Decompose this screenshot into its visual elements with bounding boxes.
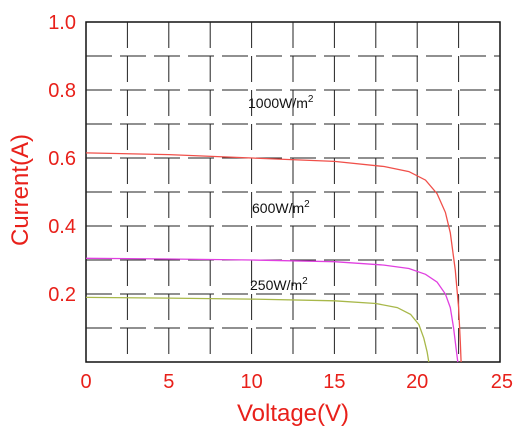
series-label-1: 600W/m2 bbox=[252, 199, 310, 216]
x-tick-label: 0 bbox=[80, 371, 91, 393]
y-axis-title: Current(A) bbox=[7, 134, 34, 246]
x-tick-label: 10 bbox=[240, 371, 262, 393]
series-curves bbox=[85, 152, 462, 363]
series-labels: 1000W/m2 600W/m2 250W/m2 bbox=[248, 94, 314, 293]
x-tick-label: 25 bbox=[491, 371, 513, 393]
y-tick-label: 0.2 bbox=[48, 284, 76, 306]
x-tick-label: 20 bbox=[406, 371, 428, 393]
grid bbox=[86, 22, 500, 362]
y-axis-ticks: 1.0 0.8 0.6 0.4 0.2 bbox=[48, 12, 76, 306]
series-line-1 bbox=[85, 257, 459, 363]
series-line-0 bbox=[85, 152, 462, 363]
y-tick-label: 0.4 bbox=[48, 216, 76, 238]
series-label-0: 1000W/m2 bbox=[248, 94, 314, 111]
y-tick-label: 1.0 bbox=[48, 12, 76, 34]
plot-area: 1000W/m2 600W/m2 250W/m2 bbox=[85, 21, 501, 363]
series-label-2: 250W/m2 bbox=[250, 276, 308, 293]
x-tick-label: 5 bbox=[163, 371, 174, 393]
x-axis-title: Voltage(V) bbox=[237, 400, 349, 427]
y-tick-label: 0.8 bbox=[48, 80, 76, 102]
y-tick-label: 0.6 bbox=[48, 148, 76, 170]
x-axis-ticks: 0 5 10 15 20 25 bbox=[80, 371, 513, 393]
series-line-2 bbox=[85, 296, 430, 363]
x-tick-label: 15 bbox=[323, 371, 345, 393]
